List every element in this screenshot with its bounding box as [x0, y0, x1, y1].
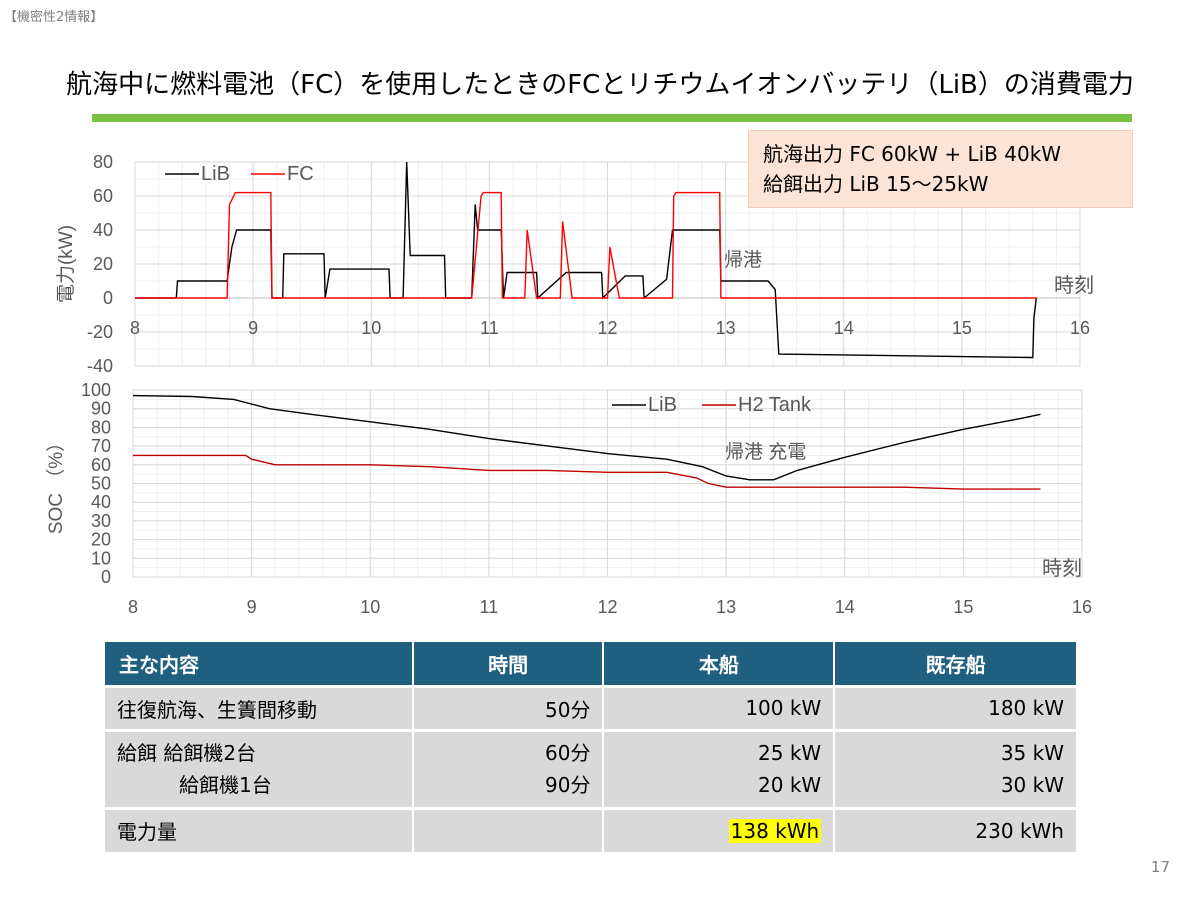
- y-tick-label: 80: [91, 417, 111, 437]
- y-axis-label: 電力(kW): [55, 225, 77, 303]
- x-tick-label: 8: [128, 597, 138, 617]
- y-tick-label: 60: [91, 455, 111, 475]
- legend-label: LiB: [201, 163, 230, 185]
- legend-label: H2 Tank: [738, 394, 812, 416]
- cell-item-line1: 給餌 給餌機2台: [117, 741, 257, 765]
- table-row: 往復航海、生簀間移動 50分 100 kW 180 kW: [105, 684, 1078, 730]
- header-existing-ship: 既存船: [834, 642, 1078, 686]
- cell-existing-line2: 30 kW: [1000, 773, 1064, 797]
- x-tick-label: 9: [247, 597, 257, 617]
- slide-title: 航海中に燃料電池（FC）を使用したときのFCとリチウムイオンバッテリ（LiB）の…: [66, 70, 1134, 100]
- y-tick-label: 50: [91, 474, 111, 494]
- header-this-ship: 本船: [603, 642, 836, 686]
- y-tick-label: 100: [81, 380, 111, 400]
- cell-this-ship: 25 kW 20 kW: [603, 728, 836, 808]
- x-tick-label: 11: [480, 318, 499, 338]
- legend-label: LiB: [648, 394, 677, 416]
- x-tick-label: 10: [361, 318, 381, 338]
- y-axis-label: SOC （%）: [45, 433, 67, 534]
- y-tick-label: 30: [91, 511, 111, 531]
- y-tick-label: -40: [87, 356, 113, 376]
- cell-existing-ship: 230 kWh: [834, 806, 1078, 852]
- x-tick-label: 11: [480, 597, 499, 617]
- table-header-row: 主な内容 時間 本船 既存船: [105, 642, 1078, 686]
- x-tick-label: 12: [597, 597, 617, 617]
- cell-time: 50分: [412, 684, 605, 730]
- cell-time: [412, 806, 605, 852]
- cell-ship-line2: 20 kW: [758, 773, 822, 797]
- x-tick-label: 8: [130, 318, 140, 338]
- x-tick-label: 15: [952, 318, 972, 338]
- highlighted-energy: 138 kWh: [728, 818, 822, 843]
- x-tick-label: 13: [716, 318, 736, 338]
- x-axis-label: 時刻: [1054, 274, 1094, 297]
- cell-this-ship: 138 kWh: [603, 806, 836, 852]
- cell-time-line2: 90分: [545, 773, 591, 797]
- x-tick-label: 12: [597, 318, 617, 338]
- x-tick-label: 10: [360, 597, 380, 617]
- cell-ship-line1: 25 kW: [758, 741, 822, 765]
- y-tick-label: 40: [91, 492, 111, 512]
- cell-item: 往復航海、生簀間移動: [105, 684, 414, 730]
- header-time: 時間: [412, 642, 605, 686]
- output-callout: 航海出力 FC 60kW + LiB 40kW 給餌出力 LiB 15〜25kW: [748, 130, 1133, 208]
- table-row: 電力量 138 kWh 230 kWh: [105, 806, 1078, 852]
- callout-voyage-output: 航海出力 FC 60kW + LiB 40kW: [763, 142, 1062, 166]
- cell-time-line1: 60分: [545, 741, 591, 765]
- cell-existing-line1: 35 kW: [1000, 741, 1064, 765]
- x-tick-label: 15: [953, 597, 973, 617]
- y-tick-label: 20: [93, 254, 113, 274]
- page-number: 17: [1150, 858, 1170, 876]
- cell-item: 電力量: [105, 806, 414, 852]
- series-line-lib: [132, 394, 1041, 481]
- confidentiality-label: 【機密性2情報】: [4, 10, 104, 25]
- chart-annotation: 帰港 充電: [725, 441, 806, 463]
- series-line-fc: [135, 191, 1037, 299]
- y-tick-label: 80: [93, 152, 113, 172]
- cell-existing-ship: 35 kW 30 kW: [834, 728, 1078, 808]
- y-tick-label: 90: [91, 399, 111, 419]
- y-tick-label: 40: [93, 220, 113, 240]
- header-item: 主な内容: [105, 642, 414, 686]
- y-tick-label: -20: [87, 322, 113, 342]
- y-tick-label: 70: [91, 436, 111, 456]
- x-tick-label: 16: [1070, 318, 1090, 338]
- x-tick-label: 14: [835, 597, 855, 617]
- title-underline: [92, 114, 1132, 122]
- cell-item-line2: 給餌機1台: [179, 773, 272, 797]
- y-tick-label: 0: [101, 567, 111, 587]
- table-row: 給餌 給餌機2台 給餌機1台 60分 90分 25 kW 20 kW 35 kW…: [105, 728, 1078, 808]
- x-axis-label: 時刻: [1042, 557, 1082, 580]
- power-summary-table: 主な内容 時間 本船 既存船 往復航海、生簀間移動 50分 100 kW 180…: [105, 642, 1078, 852]
- y-tick-label: 10: [91, 548, 111, 568]
- y-tick-label: 20: [91, 530, 111, 550]
- x-tick-label: 14: [834, 318, 854, 338]
- callout-feeding-output: 給餌出力 LiB 15〜25kW: [763, 172, 989, 196]
- x-tick-label: 9: [248, 318, 258, 338]
- x-tick-label: 16: [1072, 597, 1092, 617]
- series-line-h2-tank: [133, 454, 1041, 490]
- x-tick-label: 13: [716, 597, 736, 617]
- cell-time: 60分 90分: [412, 728, 605, 808]
- cell-existing-ship: 180 kW: [834, 684, 1078, 730]
- legend-label: FC: [287, 163, 314, 185]
- y-tick-label: 0: [103, 288, 113, 308]
- cell-this-ship: 100 kW: [603, 684, 836, 730]
- cell-item: 給餌 給餌機2台 給餌機1台: [105, 728, 414, 808]
- y-tick-label: 60: [93, 186, 113, 206]
- chart-annotation: 帰港: [724, 249, 762, 271]
